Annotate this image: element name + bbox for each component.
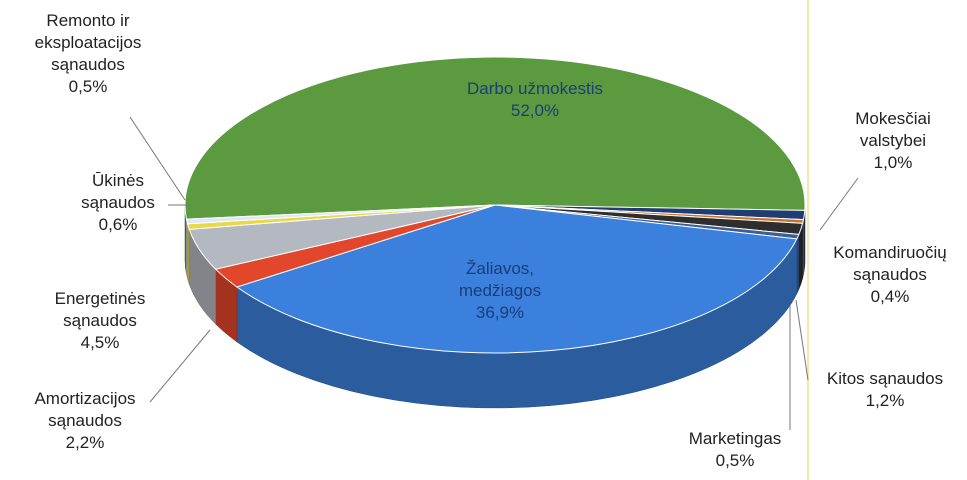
slice-label: Darbo užmokestis 52,0% [425, 78, 645, 122]
slice-value: 0,4% [870, 287, 910, 306]
leader-line [819, 177, 859, 231]
slice-name: Komandiruočių sąnaudos [833, 243, 947, 284]
slice-label: Amortizacijos sąnaudos 2,2% [20, 388, 150, 454]
slice-name: Ūkinės sąnaudos [81, 171, 155, 212]
leader-line [795, 299, 809, 381]
slice-value: 1,0% [873, 153, 913, 172]
slice-side [186, 219, 188, 279]
slice-value: 52,0% [510, 101, 560, 120]
slice-name: Remonto ir eksploatacijos sąnaudos [34, 11, 142, 74]
slice-side [187, 223, 190, 285]
slice-name: Amortizacijos sąnaudos [34, 389, 136, 430]
slice-label: Mokesčiai valstybei 1,0% [838, 108, 948, 174]
slice-value: 2,2% [65, 433, 105, 452]
slice-value: 0,5% [68, 77, 108, 96]
slice [184, 56, 806, 220]
slice [235, 204, 798, 354]
slice-name: Darbo užmokestis [466, 79, 604, 98]
slice-side [796, 234, 800, 295]
slice-name: Marketingas [688, 429, 782, 448]
slice-label: Komandiruočių sąnaudos 0,4% [820, 242, 960, 308]
slice-name: Žaliavos, medžiagos [458, 259, 542, 300]
slice-value: 0,5% [715, 451, 755, 470]
slice-value: 0,6% [98, 215, 138, 234]
slice-name: Kitos sąnaudos [826, 369, 944, 388]
slice-name: Energetinės sąnaudos [54, 289, 146, 330]
slice-label: Energetinės sąnaudos 4,5% [45, 288, 155, 354]
slice-name: Mokesčiai valstybei [855, 109, 931, 150]
slice-label: Žaliavos, medžiagos 36,9% [445, 258, 555, 324]
slice-label: Marketingas 0,5% [670, 428, 800, 472]
slice-label: Remonto ir eksploatacijos sąnaudos 0,5% [18, 10, 158, 98]
slice-label: Kitos sąnaudos 1,2% [795, 368, 967, 412]
leader-line [129, 116, 186, 201]
slice-value: 4,5% [80, 333, 120, 352]
slice-value: 1,2% [865, 391, 905, 410]
slice-value: 36,9% [475, 303, 525, 322]
leader-line [149, 329, 211, 403]
slice [185, 204, 496, 225]
slice-label: Ūkinės sąnaudos 0,6% [73, 170, 163, 236]
